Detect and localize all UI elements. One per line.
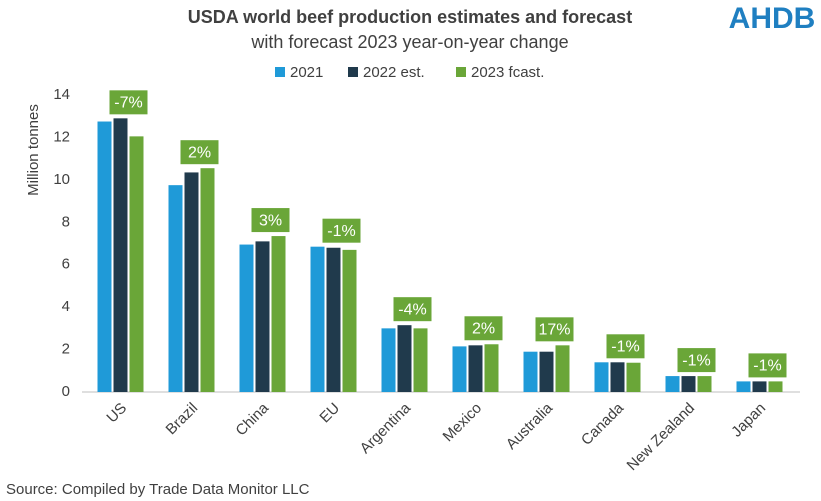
bar: [539, 351, 554, 392]
bar: [326, 247, 341, 392]
bar: [665, 376, 680, 392]
x-tick-label: New Zealand: [624, 400, 699, 475]
bar: [626, 362, 641, 392]
bar: [468, 345, 483, 392]
annotation-box: [464, 316, 503, 341]
bar: [271, 236, 286, 392]
annotation: -7%: [114, 95, 142, 112]
bar: [523, 351, 538, 392]
y-tick-label: 8: [62, 213, 70, 230]
annotation-box: [677, 348, 716, 373]
annotation-box: [322, 218, 361, 243]
bar: [736, 381, 751, 392]
x-tick-label: Canada: [578, 399, 628, 449]
bar: [610, 362, 625, 392]
legend-label: 2023 fcast.: [471, 64, 544, 81]
y-tick-label: 2: [62, 341, 70, 358]
chart-subtitle: with forecast 2023 year-on-year change: [250, 32, 568, 52]
annotation: -1%: [611, 339, 639, 356]
bar: [129, 136, 144, 392]
legend-label: 2022 est.: [363, 64, 425, 81]
bar: [168, 185, 183, 392]
y-axis-title: Million tonnes: [25, 104, 42, 196]
y-tick-label: 10: [53, 171, 70, 188]
annotation-box: [109, 90, 148, 115]
bar: [239, 244, 254, 392]
logo: AHDB: [729, 2, 816, 35]
bar: [484, 344, 499, 392]
annotation: 3%: [259, 212, 282, 229]
bar: [255, 241, 270, 392]
bar: [97, 121, 112, 393]
annotation: -1%: [682, 352, 710, 369]
bar: [200, 168, 215, 392]
x-tick-label: Brazil: [163, 400, 202, 439]
bar: [697, 376, 712, 392]
x-tick-label: Mexico: [440, 400, 486, 446]
bar: [555, 345, 570, 392]
annotation: 2%: [472, 320, 495, 337]
x-tick-label: Australia: [503, 399, 557, 453]
bar: [113, 118, 128, 392]
bar: [752, 381, 767, 392]
annotation-box: [606, 334, 645, 359]
x-tick-label: EU: [316, 400, 343, 427]
source: Source: Compiled by Trade Data Monitor L…: [6, 481, 310, 498]
x-tick-label: Argentina: [357, 399, 415, 457]
annotation: -1%: [753, 358, 781, 375]
bar: [310, 246, 325, 392]
bar: [184, 172, 199, 392]
bar: [594, 362, 609, 392]
legend-label: 2021: [290, 64, 323, 81]
bar: [381, 328, 396, 392]
x-tick-label: China: [232, 399, 272, 439]
annotation-box: [748, 353, 787, 378]
annotation: 2%: [188, 144, 211, 161]
bar: [681, 376, 696, 392]
x-tick-label: Japan: [728, 400, 769, 441]
annotation-box: [535, 317, 574, 342]
annotation: 17%: [538, 322, 570, 339]
y-tick-label: 12: [53, 128, 70, 145]
bar: [768, 381, 783, 392]
legend-swatch: [456, 67, 466, 77]
y-tick-label: 6: [62, 256, 70, 273]
bar: [342, 249, 357, 392]
bar: [413, 328, 428, 392]
bar: [452, 346, 467, 392]
annotation: -4%: [398, 301, 426, 318]
legend-swatch: [275, 67, 285, 77]
x-tick-label: US: [103, 400, 130, 427]
annotation-box: [251, 208, 290, 233]
annotation: -1%: [327, 223, 355, 240]
annotation-box: [393, 297, 432, 322]
bar: [397, 325, 412, 392]
y-tick-label: 0: [62, 383, 70, 400]
y-tick-label: 4: [62, 298, 70, 315]
legend-swatch: [348, 67, 358, 77]
annotation-box: [180, 140, 219, 165]
y-tick-label: 14: [53, 86, 70, 103]
chart-title: USDA world beef production estimates and…: [188, 7, 632, 27]
